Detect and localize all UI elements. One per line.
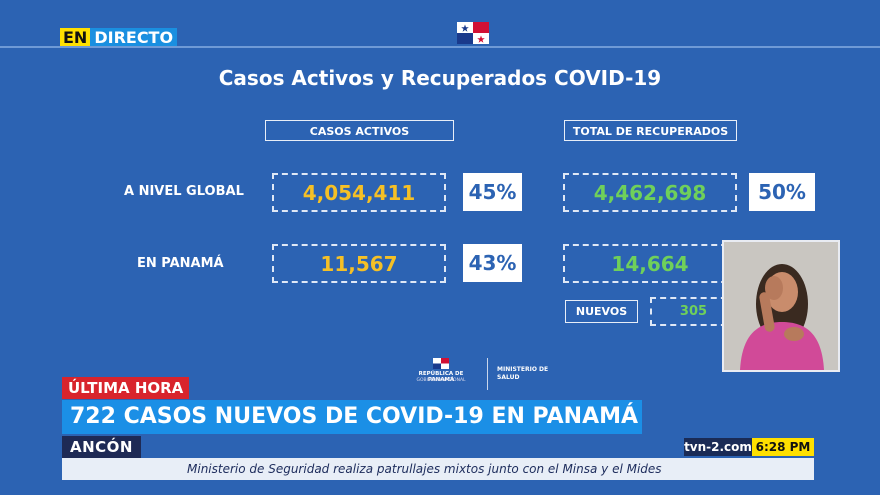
- logo-republica: REPÚBLICA DE PANAMÁ: [418, 371, 464, 383]
- header-total-recuperados: TOTAL DE RECUPERADOS: [564, 120, 737, 141]
- global-active-value: 4,054,411: [272, 173, 446, 212]
- clock-label: 6:28 PM: [752, 438, 814, 456]
- nuevos-label: NUEVOS: [565, 300, 638, 323]
- live-badge-en: EN: [60, 28, 91, 48]
- row-label-panama: EN PANAMÁ: [137, 256, 224, 271]
- channel-label: tvn-2.com: [684, 438, 752, 456]
- ministerio-salud-logo: REPÚBLICA DE PANAMÁ GOBIERNO NACIONAL MI…: [405, 358, 575, 390]
- logo-gobierno: GOBIERNO NACIONAL: [416, 378, 466, 383]
- global-recovered-pct: 50%: [749, 173, 815, 211]
- panama-active-value: 11,567: [272, 244, 446, 283]
- row-label-global: A NIVEL GLOBAL: [124, 184, 244, 199]
- top-divider: [0, 46, 880, 48]
- logo-divider: [487, 358, 488, 390]
- ticker-text: Ministerio de Seguridad realiza patrulla…: [187, 462, 662, 476]
- location-label: ANCÓN: [62, 436, 141, 458]
- header-casos-activos: CASOS ACTIVOS: [265, 120, 454, 141]
- global-recovered-value: 4,462,698: [563, 173, 737, 212]
- headline-bar: [62, 400, 642, 434]
- logo-ministerio: MINISTERIO DE SALUD: [497, 366, 549, 381]
- live-badge: EN DIRECTO: [60, 28, 178, 48]
- sign-language-interpreter-video: [722, 240, 840, 372]
- panama-active-pct: 43%: [463, 244, 522, 282]
- logo-flag-icon: [433, 358, 449, 369]
- panama-flag-icon: [457, 22, 489, 44]
- headline-text: 722 CASOS NUEVOS DE COVID-19 EN PANAMÁ: [70, 404, 639, 429]
- ticker-bar: [62, 458, 814, 480]
- global-active-pct: 45%: [463, 173, 522, 211]
- slide-title: Casos Activos y Recuperados COVID-19: [218, 66, 662, 90]
- panama-recovered-value: 14,664: [563, 244, 737, 283]
- live-badge-directo: DIRECTO: [90, 28, 178, 48]
- breaking-news-label: ÚLTIMA HORA: [62, 377, 190, 399]
- interpreter-person-icon: [724, 242, 838, 370]
